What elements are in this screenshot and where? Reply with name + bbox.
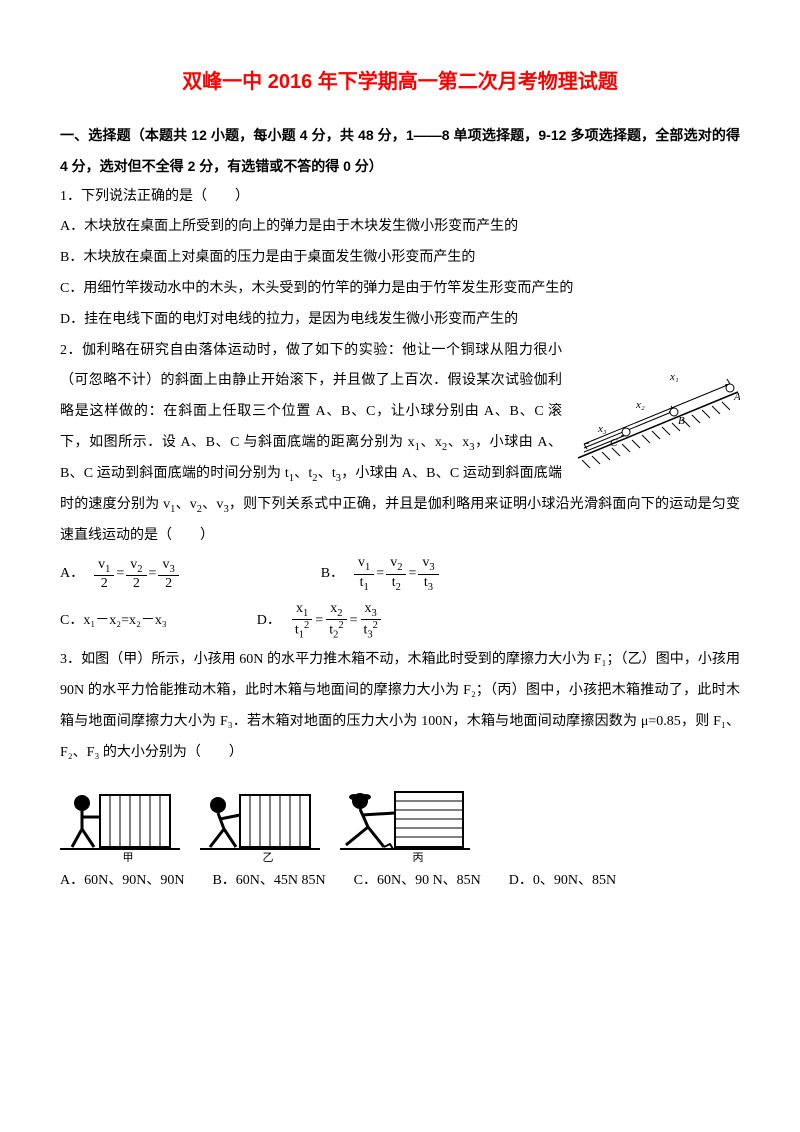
q2-option-d: D． x1t12= x2t22= x3t32 — [257, 601, 384, 641]
q3-option-c: C．60N、90 N、85N — [354, 866, 481, 897]
q2-opt-a-label: A． — [60, 559, 84, 590]
q3-fig-b: 乙 — [200, 777, 320, 862]
q2-options-row-2: C．x₁－x₂=x₂－x₃ D． x1t12= x2t22= x3t32 — [60, 597, 740, 645]
q2-option-b: B． v1t1= v2t2= v3t3 — [321, 555, 441, 593]
exam-title: 双峰一中 2016 年下学期高一第二次月考物理试题 — [60, 60, 740, 104]
q1-option-a: A．木块放在桌面上所受到的向上的弹力是由于木块发生微小形变而产生的 — [60, 212, 740, 243]
svg-text:x₁: x₁ — [669, 371, 679, 383]
q1-option-c: C．用细竹竿拨动水中的木头，木头受到的竹竿的弹力是由于竹竿发生形变而产生的 — [60, 274, 740, 305]
q2-opt-c-text: C．x₁－x₂=x₂－x₃ — [60, 606, 167, 637]
q3-options: A．60N、90N、90N B．60N、45N 85N C．60N、90 N、8… — [60, 866, 740, 897]
svg-text:A: A — [733, 391, 740, 403]
q3-stem: 3．如图（甲）所示，小孩用 60N 的水平力推木箱不动，木箱此时受到的摩擦力大小… — [60, 645, 740, 768]
svg-text:x₃: x₃ — [597, 423, 607, 435]
q3-fig-c: 丙 — [340, 777, 470, 862]
section-1-header: 一、选择题（本题共 12 小题，每小题 4 分，共 48 分，1——8 单项选择… — [60, 120, 740, 182]
svg-text:丙: 丙 — [413, 852, 424, 862]
q3-fig-a: 甲 — [60, 777, 180, 862]
q2-options-row-1: A． v12= v22= v32 B． v1t1= v2t2= v3t3 — [60, 551, 740, 597]
q1-option-d: D．挂在电线下面的电灯对电线的拉力，是因为电线发生微小形变而产生的 — [60, 305, 740, 336]
q2-opt-d-label: D． — [257, 606, 281, 637]
q3-option-a: A．60N、90N、90N — [60, 866, 184, 897]
svg-text:甲: 甲 — [123, 852, 134, 862]
q3-option-d: D．0、90N、85N — [509, 866, 616, 897]
q2-option-a: A． v12= v22= v32 — [60, 555, 181, 593]
q2-incline-figure: A B C x₁ x₂ x₃ — [570, 340, 740, 483]
q2-opt-b-label: B． — [321, 559, 344, 590]
svg-text:C: C — [610, 437, 618, 449]
svg-text:B: B — [678, 415, 685, 427]
q1-option-b: B．木块放在桌面上对桌面的压力是由于桌面发生微小形变而产生的 — [60, 243, 740, 274]
q3-figures: 甲 乙 丙 — [60, 777, 740, 862]
q2-option-c: C．x₁－x₂=x₂－x₃ — [60, 606, 167, 637]
svg-text:x₂: x₂ — [635, 399, 645, 411]
q2-p1: 2．伽利略在研究自由落体运动时，做了如下的实验：他让一个铜球从阻力很小（可忽略不… — [60, 343, 562, 450]
q1-stem: 1．下列说法正确的是（ ） — [60, 182, 740, 213]
svg-text:乙: 乙 — [263, 851, 274, 862]
q3-option-b: B．60N、45N 85N — [212, 866, 325, 897]
